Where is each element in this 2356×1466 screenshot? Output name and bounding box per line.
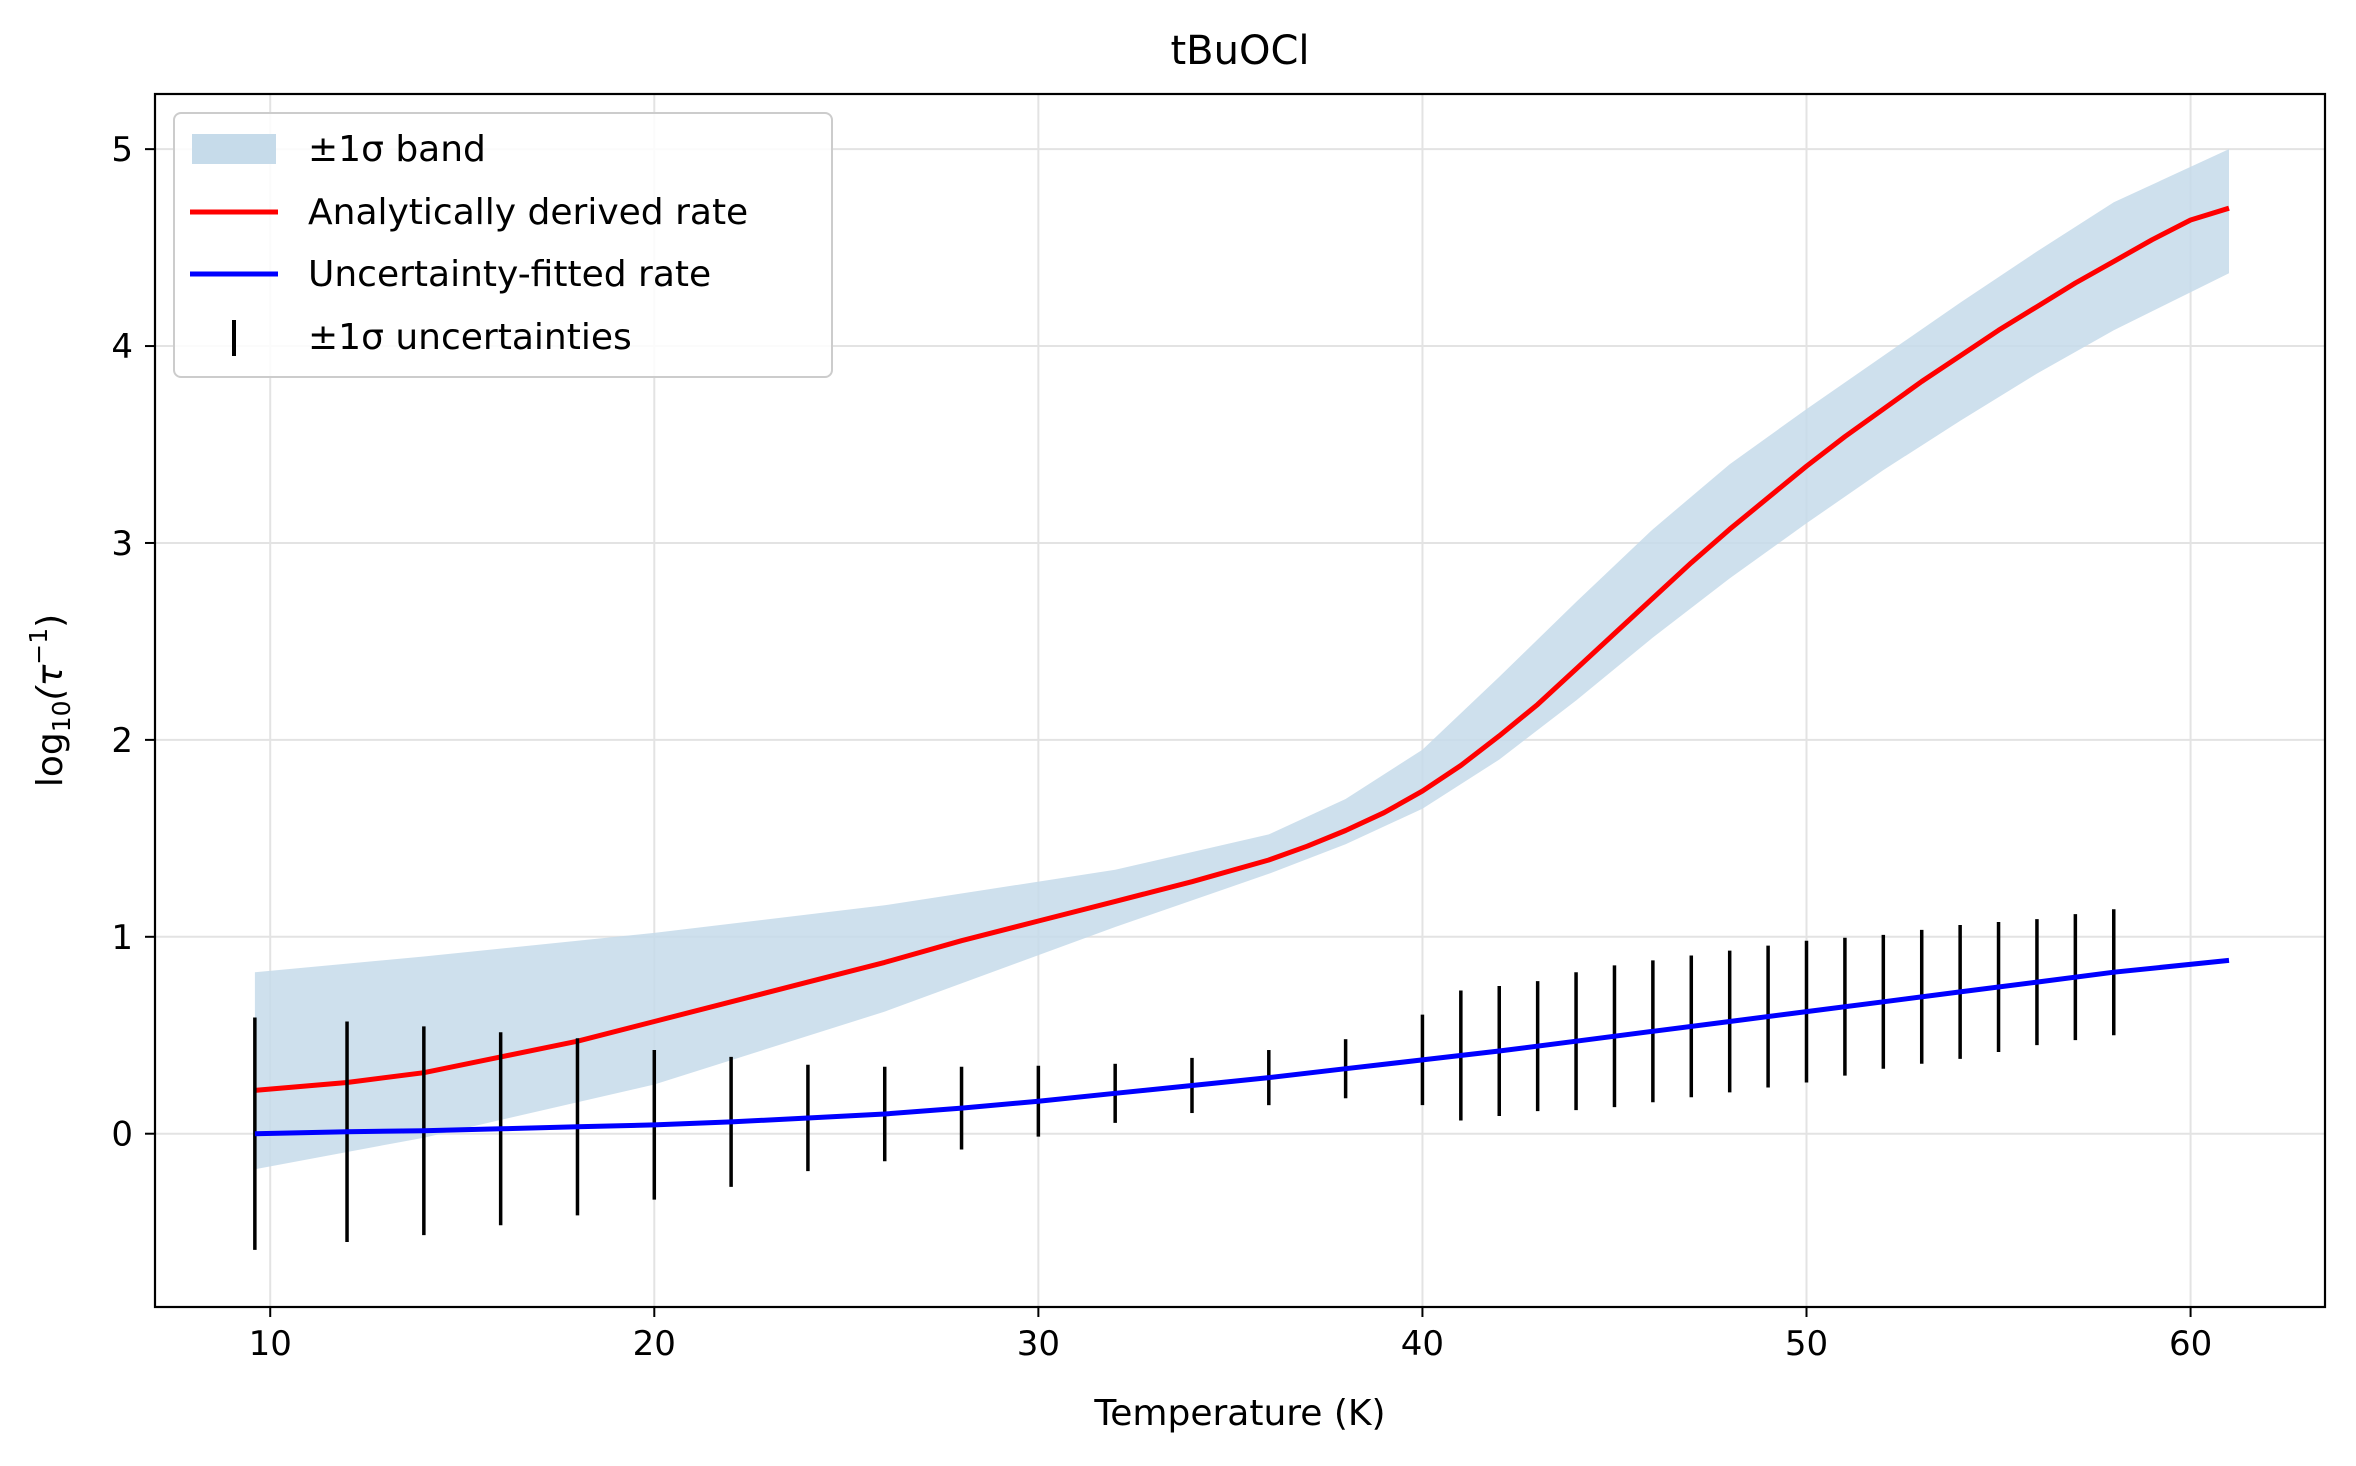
y-tick-label: 1 [111,918,133,958]
x-tick-label: 10 [249,1324,292,1364]
legend-band-swatch [192,134,276,164]
analytic-rate-line [254,205,2230,1093]
x-tick-label: 30 [1017,1324,1060,1364]
y-tick-label: 4 [111,327,133,367]
plot-area [253,149,2230,1250]
y-axis-label-arg: (τ [30,664,71,700]
axis-ticks: 10 20 30 40 50 60 0 1 2 3 4 5 [111,130,2212,1364]
y-axis-label-close: ) [30,614,71,628]
y-axis-label-sup: −1 [24,628,53,665]
legend: ±1σ band Analytically derived rate Uncer… [173,112,833,378]
legend-analytic-label: Analytically derived rate [308,192,748,233]
legend-frame [173,112,833,378]
chart-title: tBuOCl [1170,28,1309,74]
x-tick-label: 40 [1401,1324,1444,1364]
x-axis-label: Temperature (K) [1093,1393,1385,1434]
y-axis-label-sub: 10 [47,700,76,732]
legend-errorbar-label: ±1σ uncertainties [308,317,632,358]
y-axis-label-base: log [30,732,71,787]
x-tick-label: 20 [633,1324,676,1364]
axes-frame [153,92,2327,1309]
y-tick-label: 3 [111,524,133,564]
x-tick-label: 60 [2169,1324,2212,1364]
x-tick-label: 50 [1785,1324,1828,1364]
fitted-rate-line [254,957,2230,1137]
y-axis-label: log10(τ−1) [24,614,76,787]
y-tick-label: 0 [111,1115,133,1155]
y-tick-label: 5 [111,130,133,170]
legend-band-label: ±1σ band [308,129,486,170]
y-tick-label: 2 [111,721,133,761]
legend-fitted-label: Uncertainty-fitted rate [308,254,711,295]
